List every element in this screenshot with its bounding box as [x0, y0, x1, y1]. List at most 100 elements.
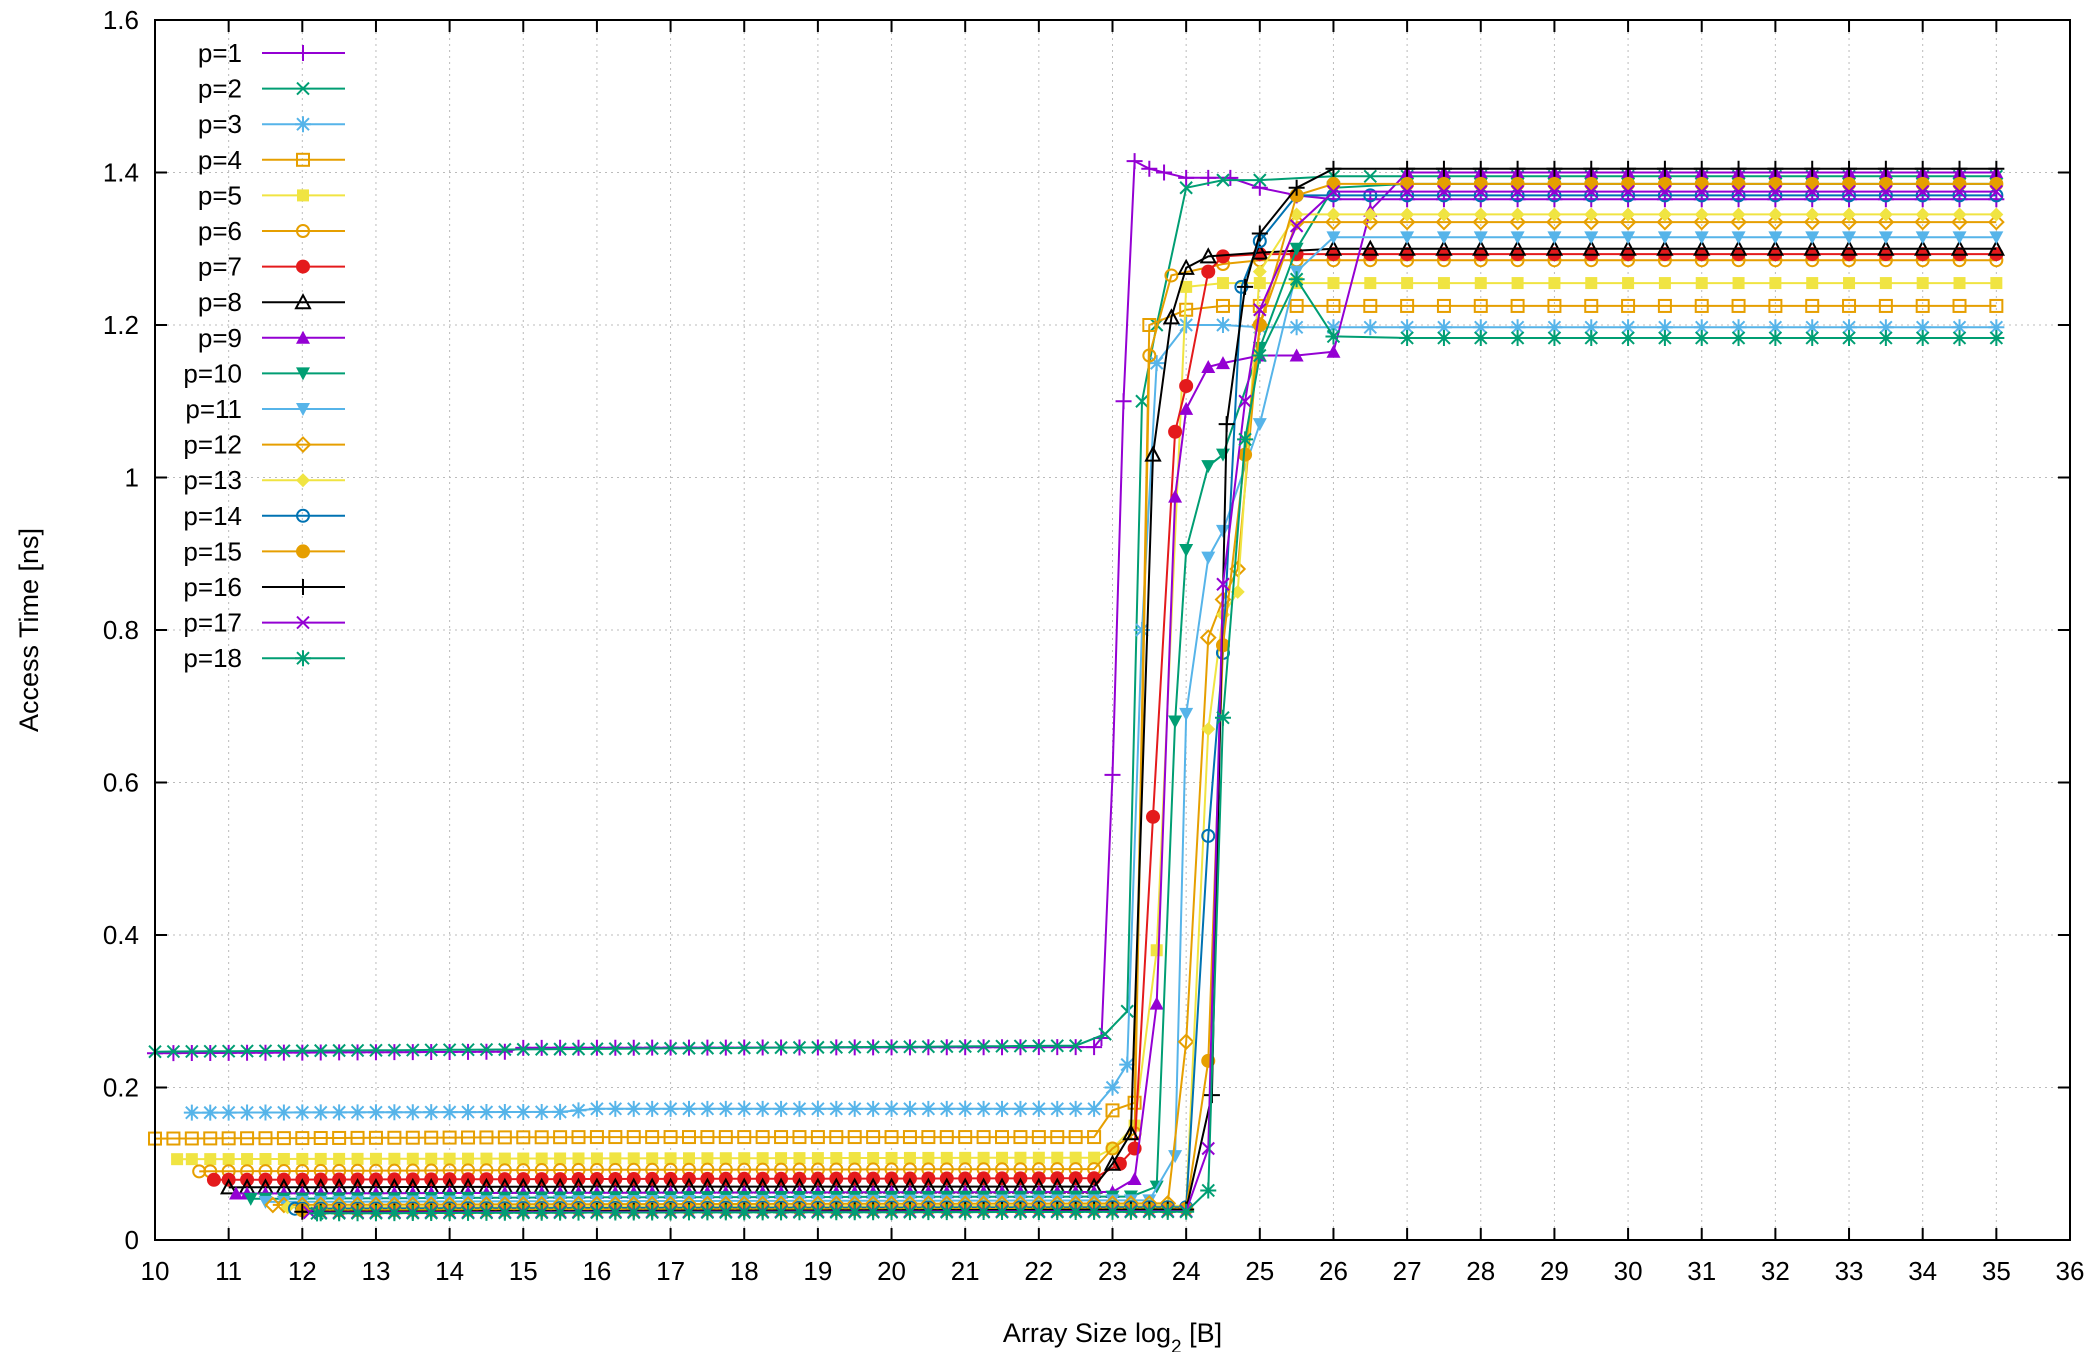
data-point	[1363, 169, 1377, 184]
data-point	[1547, 298, 1562, 313]
data-point	[478, 1043, 495, 1060]
series-line	[191, 324, 1997, 1114]
data-point	[625, 1100, 642, 1117]
data-point	[1436, 298, 1451, 313]
data-point	[1473, 176, 1488, 191]
data-point	[1288, 179, 1305, 196]
data-point	[1326, 207, 1341, 222]
data-point	[1325, 319, 1342, 336]
data-point	[1178, 169, 1195, 186]
data-point	[1693, 319, 1710, 336]
data-point	[1620, 160, 1637, 177]
data-point	[515, 1039, 532, 1056]
data-point	[219, 1178, 238, 1195]
data-point	[1511, 277, 1524, 290]
data-point	[1766, 213, 1784, 231]
data-point	[1620, 329, 1637, 346]
legend-label: p=10	[183, 358, 242, 388]
data-point	[1030, 1100, 1047, 1117]
data-point	[552, 1103, 569, 1120]
data-point	[1768, 231, 1783, 245]
data-point	[496, 1104, 513, 1121]
data-point	[1806, 277, 1819, 290]
data-point	[221, 1131, 236, 1146]
data-point	[680, 1100, 697, 1117]
data-point	[1103, 1154, 1122, 1171]
data-point	[1804, 319, 1821, 336]
data-point	[1694, 176, 1709, 191]
data-point	[386, 1205, 403, 1222]
data-point	[257, 1044, 274, 1061]
data-point	[243, 1192, 258, 1206]
data-point	[1474, 277, 1487, 290]
data-point	[1068, 1038, 1083, 1053]
x-tick-label: 14	[435, 1256, 464, 1286]
data-point	[1695, 277, 1708, 290]
data-point	[1879, 277, 1892, 290]
series-p=5	[171, 277, 2003, 1166]
data-point	[333, 1152, 346, 1165]
data-point	[1877, 319, 1894, 336]
data-point	[1168, 715, 1183, 729]
data-point	[1363, 188, 1378, 203]
data-point	[331, 1205, 348, 1222]
x-tick-label: 13	[362, 1256, 391, 1286]
data-point	[1068, 1130, 1083, 1145]
data-point	[1030, 1203, 1047, 1220]
data-point	[1398, 213, 1416, 231]
data-point	[1767, 319, 1784, 336]
data-point	[1473, 231, 1488, 245]
x-tick-label: 29	[1540, 1256, 1569, 1286]
data-point	[1141, 1203, 1158, 1220]
data-point	[1435, 213, 1453, 231]
data-point	[754, 1204, 771, 1221]
data-point	[1179, 707, 1194, 721]
data-point	[1122, 1124, 1140, 1141]
data-point	[920, 1204, 937, 1221]
data-point	[921, 1039, 936, 1054]
data-point	[221, 1044, 236, 1058]
data-point	[626, 1130, 641, 1145]
data-point	[1032, 1151, 1045, 1164]
data-point	[1400, 176, 1415, 191]
data-point	[1951, 160, 1968, 177]
data-point	[940, 1151, 953, 1164]
legend-label: p=6	[198, 216, 242, 246]
data-point	[369, 1043, 383, 1057]
data-point	[848, 1152, 861, 1165]
series-line	[177, 282, 1997, 1161]
data-point	[737, 1130, 752, 1145]
data-point	[1622, 277, 1635, 290]
data-point	[1988, 319, 2005, 336]
data-point	[588, 1204, 605, 1221]
data-point	[1693, 329, 1710, 346]
data-point	[296, 1152, 309, 1165]
data-point	[1326, 176, 1341, 191]
data-point	[1031, 1130, 1046, 1145]
data-point	[737, 1041, 751, 1055]
data-point	[1805, 184, 1819, 199]
data-point	[1877, 213, 1895, 231]
y-tick-label: 0.8	[103, 615, 139, 645]
data-point	[1619, 239, 1637, 256]
data-point	[922, 1151, 935, 1164]
data-point	[1877, 329, 1894, 346]
data-point	[1013, 1039, 1028, 1053]
data-point	[349, 1044, 366, 1061]
data-point	[1509, 319, 1526, 336]
data-point	[1989, 184, 2004, 199]
data-point	[171, 1153, 184, 1166]
data-point	[183, 1045, 200, 1062]
data-point	[1013, 1130, 1028, 1145]
data-point	[958, 1130, 973, 1145]
data-point	[1435, 160, 1452, 177]
data-point	[1142, 318, 1157, 332]
data-point	[277, 1152, 290, 1165]
data-point	[461, 1043, 475, 1057]
data-point	[1768, 176, 1783, 191]
data-point	[939, 1130, 954, 1145]
data-point	[1156, 164, 1173, 181]
data-point	[1362, 319, 1379, 336]
x-tick-label: 10	[141, 1256, 170, 1286]
data-point	[1693, 239, 1711, 256]
